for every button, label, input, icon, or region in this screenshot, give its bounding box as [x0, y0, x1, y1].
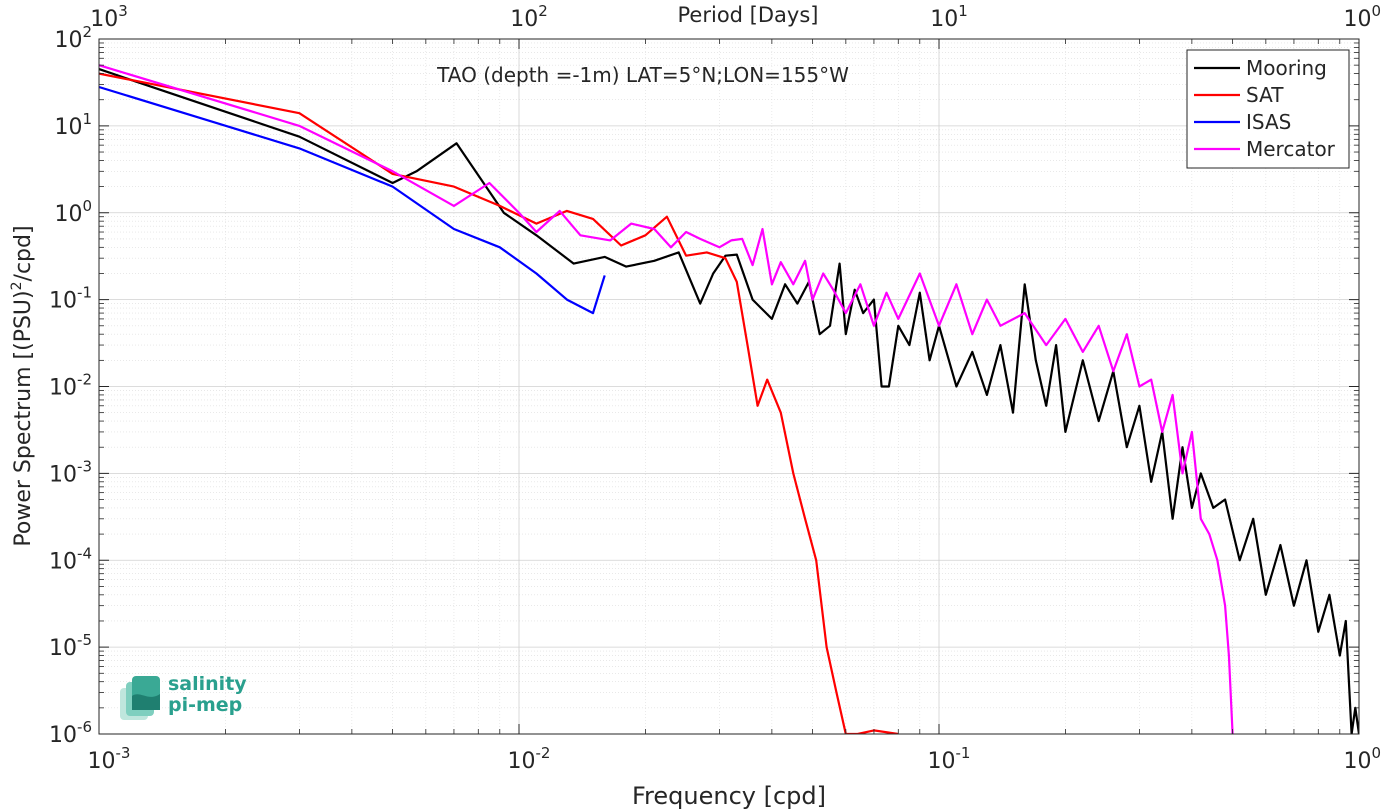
- x-tick-label-exponent: -2: [536, 744, 551, 762]
- top-tick-label-exponent: 0: [1371, 2, 1381, 20]
- y-tick-label-base: 10: [54, 202, 82, 227]
- top-axis-label: Period [Days]: [678, 3, 819, 27]
- y-tick-label-exponent: -3: [77, 457, 92, 475]
- series-line-isas: [99, 85, 606, 315]
- top-tick-label-exponent: 2: [538, 2, 548, 20]
- y-axis-label-main: Power Spectrum [(PSU): [11, 290, 36, 546]
- legend-label-mercator: Mercator: [1246, 137, 1336, 161]
- x-axis-label: Frequency [cpd]: [632, 782, 826, 809]
- legend-label-isas: ISAS: [1246, 110, 1291, 134]
- y-tick-label-base: 10: [49, 376, 77, 401]
- y-tick-label-base: 10: [49, 462, 77, 487]
- y-tick-label: 100: [54, 197, 92, 227]
- series-layer: [99, 64, 1359, 734]
- x-tick-labels: 10-3 10-2 10-1 100: [88, 744, 1381, 774]
- logo-mark-icon: [120, 676, 160, 720]
- x-tick-label: 10-1: [928, 744, 971, 774]
- y-tick-label-exponent: -5: [77, 631, 92, 649]
- x-tick-label-base: 10: [508, 749, 536, 774]
- chart-title: TAO (depth =-1m) LAT=5°N;LON=155°W: [436, 63, 849, 87]
- top-tick-label-base: 10: [930, 7, 958, 32]
- x-tick-label-exponent: -3: [116, 744, 131, 762]
- logo-line-1: salinity: [168, 673, 247, 695]
- legend-box: [1186, 49, 1350, 169]
- top-tick-label: 103: [90, 2, 128, 32]
- y-tick-label: 10-3: [49, 457, 92, 487]
- y-tick-label-base: 10: [54, 115, 82, 140]
- legend-label-sat: SAT: [1246, 83, 1284, 107]
- logo-line-2: pi-mep: [168, 694, 243, 716]
- y-tick-label-base: 10: [54, 28, 82, 53]
- y-tick-label-exponent: -4: [77, 544, 92, 562]
- y-tick-label: 10-1: [49, 284, 92, 314]
- y-tick-label-base: 10: [49, 289, 77, 314]
- logo-text: salinity pi-mep: [168, 674, 247, 716]
- y-tick-label-exponent: 1: [82, 110, 92, 128]
- top-tick-label-base: 10: [510, 7, 538, 32]
- top-tick-label-exponent: 3: [118, 2, 128, 20]
- y-tick-label-base: 10: [49, 636, 77, 661]
- y-tick-label: 10-5: [49, 631, 92, 661]
- y-tick-label-exponent: -2: [77, 371, 92, 389]
- top-tick-label-base: 10: [90, 7, 118, 32]
- top-tick-label-base: 10: [1343, 7, 1371, 32]
- y-tick-label: 10-4: [49, 544, 92, 574]
- y-tick-label-exponent: 2: [82, 23, 92, 41]
- y-axis-label: Power Spectrum [(PSU)2/cpd]: [9, 225, 36, 546]
- series-line-sat: [99, 72, 899, 734]
- y-tick-label-base: 10: [49, 549, 77, 574]
- y-axis-label-tail: /cpd]: [11, 225, 36, 281]
- top-tick-labels: 103 102 101 100: [90, 2, 1381, 32]
- y-tick-label-exponent: 0: [82, 197, 92, 215]
- legend-label-mooring: Mooring: [1246, 56, 1327, 80]
- y-tick-label: 10-6: [49, 718, 92, 748]
- y-tick-label: 10-2: [49, 371, 92, 401]
- y-axis-label-sup: 2: [9, 281, 25, 290]
- legend-entries: Mooring SAT ISAS Mercator: [1194, 56, 1336, 161]
- y-tick-label: 101: [54, 110, 92, 140]
- x-tick-label: 100: [1343, 744, 1381, 774]
- salinity-pi-mep-logo: [118, 674, 258, 722]
- x-tick-label-exponent: -1: [956, 744, 971, 762]
- top-tick-label: 101: [930, 2, 968, 32]
- x-tick-label-base: 10: [88, 749, 116, 774]
- legend: Mooring SAT ISAS Mercator: [1186, 49, 1350, 169]
- x-tick-label: 10-3: [88, 744, 131, 774]
- series-line-mercator: [99, 64, 1234, 734]
- y-tick-label-base: 10: [49, 723, 77, 748]
- top-tick-label: 100: [1343, 2, 1381, 32]
- tick-marks: [98, 38, 1360, 735]
- x-tick-label-base: 10: [1343, 749, 1371, 774]
- top-tick-label-exponent: 1: [958, 2, 968, 20]
- y-tick-label-exponent: -6: [77, 718, 92, 736]
- x-tick-label-exponent: 0: [1371, 744, 1381, 762]
- top-tick-label: 102: [510, 2, 548, 32]
- x-tick-label-base: 10: [928, 749, 956, 774]
- series-line-mooring: [99, 68, 1359, 734]
- x-tick-label: 10-2: [508, 744, 551, 774]
- minor-grid: [99, 39, 1359, 734]
- y-tick-label: 102: [54, 23, 92, 53]
- y-tick-label-exponent: -1: [77, 284, 92, 302]
